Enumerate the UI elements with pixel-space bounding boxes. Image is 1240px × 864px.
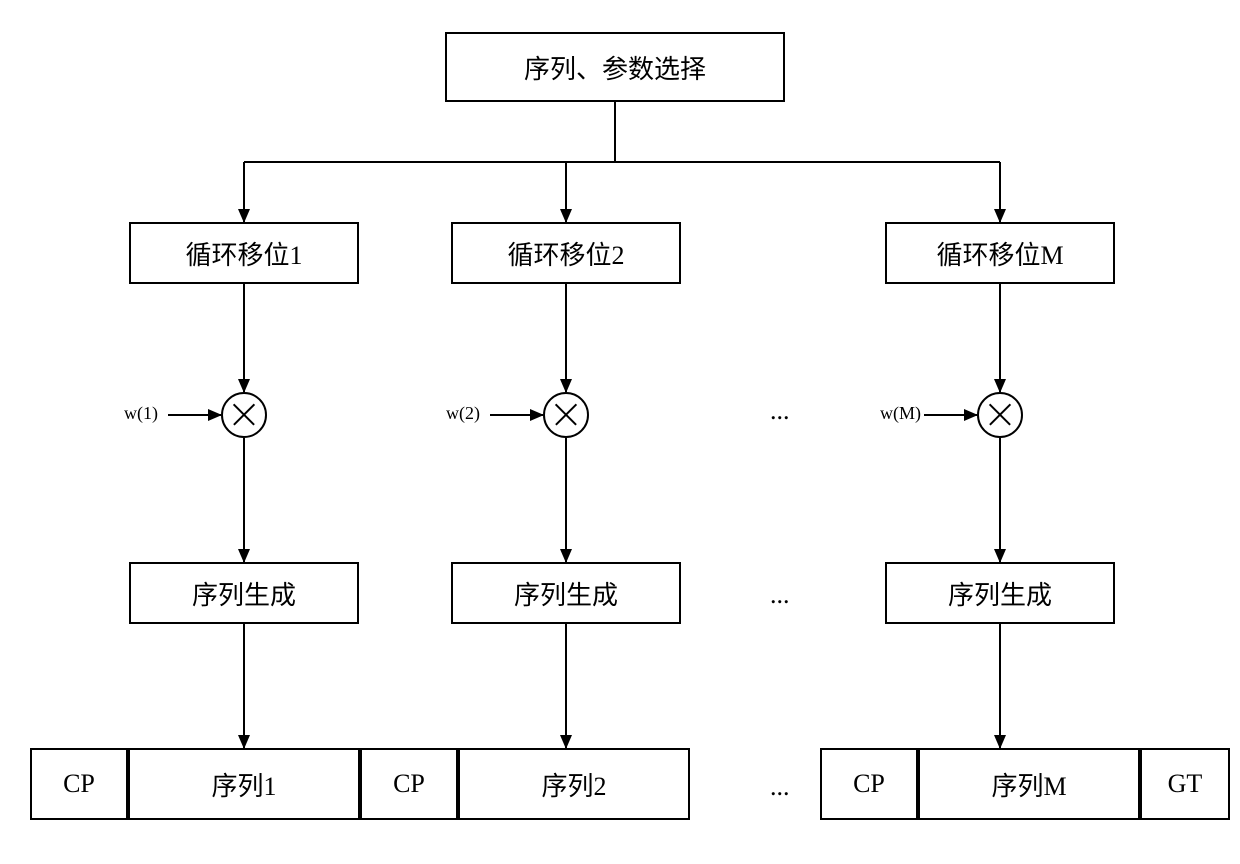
w-label-2: w(2) bbox=[446, 403, 480, 424]
diagram-canvas: 序列、参数选择循环移位1 w(1) 序列生成 循环移位2 w(2) 序列生成 循环移位M w(… bbox=[0, 0, 1240, 864]
bottom-cell-1: 序列1 bbox=[128, 748, 360, 820]
bottom-cell-5: 序列M bbox=[918, 748, 1140, 820]
ellipsis-bottom: ... bbox=[770, 772, 790, 802]
mult-1 bbox=[221, 392, 267, 438]
bottom-cell-6: GT bbox=[1140, 748, 1230, 820]
bottom-cell-0: CP bbox=[30, 748, 128, 820]
connector-layer bbox=[0, 0, 1240, 864]
gen-box-2: 序列生成 bbox=[451, 562, 681, 624]
gen-box-1: 序列生成 bbox=[129, 562, 359, 624]
shift-box-1: 循环移位1 bbox=[129, 222, 359, 284]
top-box: 序列、参数选择 bbox=[445, 32, 785, 102]
shift-box-2: 循环移位2 bbox=[451, 222, 681, 284]
shift-box-3: 循环移位M bbox=[885, 222, 1115, 284]
w-label-3: w(M) bbox=[880, 403, 921, 424]
gen-box-3: 序列生成 bbox=[885, 562, 1115, 624]
mult-2 bbox=[543, 392, 589, 438]
bottom-cell-4: CP bbox=[820, 748, 918, 820]
ellipsis-upper: ... bbox=[770, 396, 790, 426]
w-label-1: w(1) bbox=[124, 403, 158, 424]
mult-3 bbox=[977, 392, 1023, 438]
bottom-cell-2: CP bbox=[360, 748, 458, 820]
ellipsis-gen: ... bbox=[770, 580, 790, 610]
bottom-cell-3: 序列2 bbox=[458, 748, 690, 820]
